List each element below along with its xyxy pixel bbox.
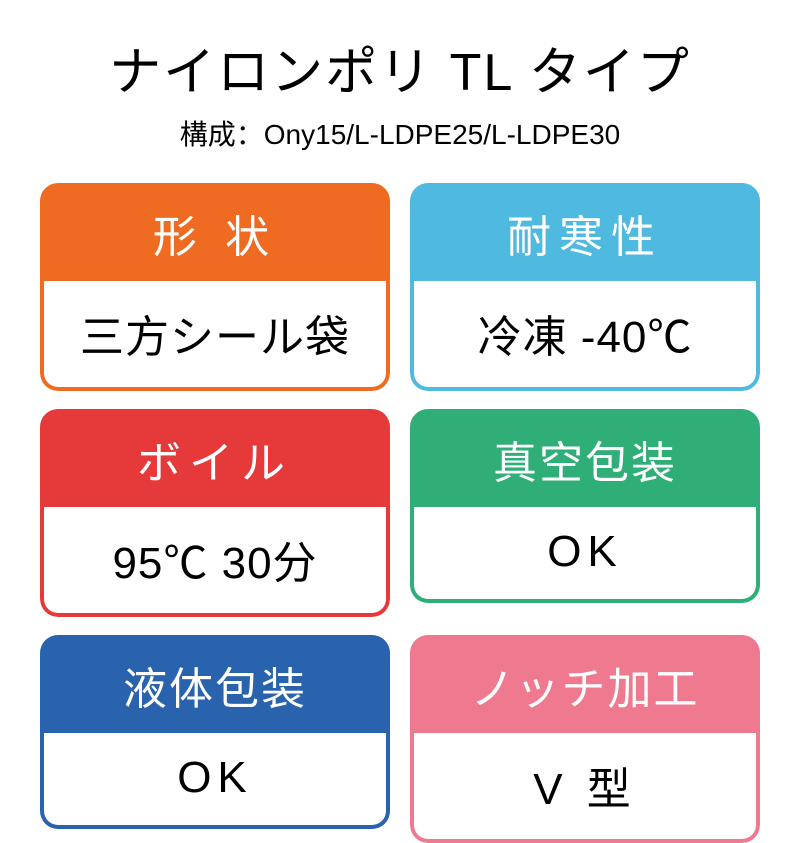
composition-label: 構成：Ony15/L-LDPE25/L-LDPE30 [180,113,620,153]
spec-grid: 形 状 三方シール袋 耐寒性 冷凍 -40℃ ボイル 95℃ 30分 真空包装 … [40,183,760,843]
spec-body: 三方シール袋 [40,281,390,391]
spec-head: 形 状 [40,183,390,281]
spec-head: 液体包装 [40,635,390,733]
spec-body: OK [410,507,760,603]
spec-card-boil: ボイル 95℃ 30分 [40,409,390,617]
page-title: ナイロンポリ TL タイプ [109,30,691,105]
spec-head: 耐寒性 [410,183,760,281]
spec-head: ノッチ加工 [410,635,760,733]
spec-head: ボイル [40,409,390,507]
spec-head: 真空包装 [410,409,760,507]
spec-card-shape: 形 状 三方シール袋 [40,183,390,391]
spec-body: OK [40,733,390,829]
spec-body: V 型 [410,733,760,843]
spec-card-notch: ノッチ加工 V 型 [410,635,760,843]
spec-body: 95℃ 30分 [40,507,390,617]
spec-card-cold: 耐寒性 冷凍 -40℃ [410,183,760,391]
spec-body: 冷凍 -40℃ [410,281,760,391]
spec-card-liquid: 液体包装 OK [40,635,390,843]
spec-card-vacuum: 真空包装 OK [410,409,760,617]
